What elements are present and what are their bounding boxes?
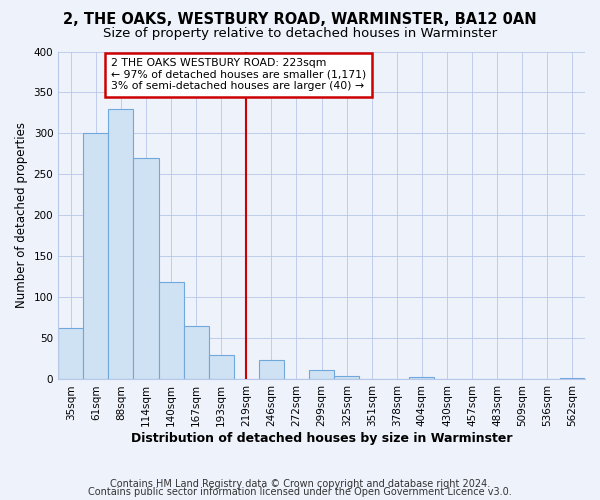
Bar <box>209 355 234 380</box>
Bar <box>334 376 359 380</box>
X-axis label: Distribution of detached houses by size in Warminster: Distribution of detached houses by size … <box>131 432 512 445</box>
Bar <box>133 158 158 380</box>
Bar <box>58 328 83 380</box>
Bar <box>309 370 334 380</box>
Bar <box>109 109 133 380</box>
Text: 2 THE OAKS WESTBURY ROAD: 223sqm
← 97% of detached houses are smaller (1,171)
3%: 2 THE OAKS WESTBURY ROAD: 223sqm ← 97% o… <box>111 58 366 92</box>
Text: 2, THE OAKS, WESTBURY ROAD, WARMINSTER, BA12 0AN: 2, THE OAKS, WESTBURY ROAD, WARMINSTER, … <box>63 12 537 28</box>
Bar <box>83 134 109 380</box>
Text: Size of property relative to detached houses in Warminster: Size of property relative to detached ho… <box>103 28 497 40</box>
Bar <box>409 377 434 380</box>
Text: Contains public sector information licensed under the Open Government Licence v3: Contains public sector information licen… <box>88 487 512 497</box>
Bar <box>158 282 184 380</box>
Bar <box>184 326 209 380</box>
Bar <box>560 378 585 380</box>
Text: Contains HM Land Registry data © Crown copyright and database right 2024.: Contains HM Land Registry data © Crown c… <box>110 479 490 489</box>
Bar <box>259 360 284 380</box>
Y-axis label: Number of detached properties: Number of detached properties <box>15 122 28 308</box>
